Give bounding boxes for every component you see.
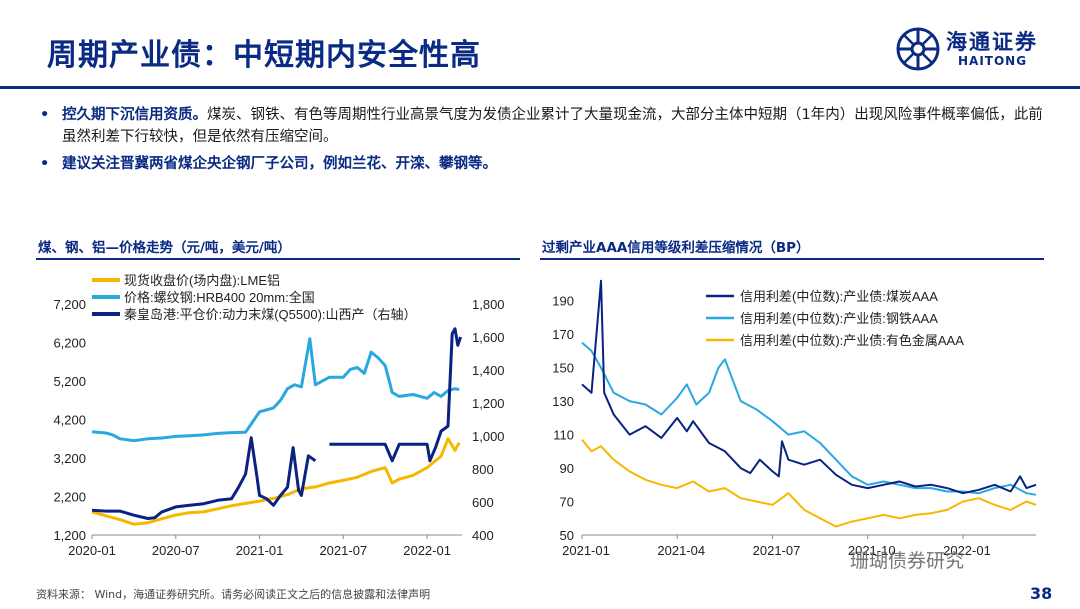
right-axis-tick-label: 1,600 bbox=[472, 330, 505, 345]
left-axis-tick-label: 6,200 bbox=[53, 336, 86, 351]
bullet-1-text: 煤炭、钢铁、有色等周期性行业高景气度为发债企业累计了大量现金流，大部分主体中短期… bbox=[62, 107, 1043, 145]
bullet-list: • 控久期下沉信用资质。煤炭、钢铁、有色等周期性行业高景气度为发债企业累计了大量… bbox=[38, 104, 1048, 180]
right-chart-rule bbox=[540, 258, 1044, 260]
y-axis-tick-label: 90 bbox=[560, 461, 574, 476]
bullet-item-2: • 建议关注晋冀两省煤企央企钢厂子公司，例如兰花、开滦、攀钢等。 bbox=[38, 153, 1048, 175]
y-axis-tick-label: 70 bbox=[560, 495, 574, 510]
right-axis-tick-label: 600 bbox=[472, 495, 494, 510]
y-axis-tick-label: 170 bbox=[552, 327, 574, 342]
bullet-dot-icon: • bbox=[40, 107, 50, 123]
logo-emblem-icon bbox=[896, 27, 940, 71]
logo-chinese-name: 海通证券 bbox=[946, 30, 1038, 54]
x-axis-tick-label: 2020-01 bbox=[68, 543, 116, 558]
series-line-3 bbox=[329, 327, 463, 463]
right-axis-tick-label: 1,000 bbox=[472, 429, 505, 444]
x-axis-tick-label: 2021-01 bbox=[562, 543, 610, 558]
y-axis-tick-label: 110 bbox=[553, 428, 574, 443]
right-chart-title: 过剩产业AAA信用等级利差压缩情况（BP） bbox=[542, 240, 810, 256]
series-line-1 bbox=[581, 279, 1037, 495]
right-axis-tick-label: 400 bbox=[472, 528, 494, 543]
watermark: 珊瑚债券研究 bbox=[850, 550, 965, 572]
legend-label-3: 秦皇岛港:平仓价:动力末煤(Q5500):山西产（右轴） bbox=[124, 307, 417, 322]
bullet-item-1: • 控久期下沉信用资质。煤炭、钢铁、有色等周期性行业高景气度为发债企业累计了大量… bbox=[38, 104, 1048, 148]
left-axis-tick-label: 3,200 bbox=[53, 451, 86, 466]
x-axis-tick-label: 2020-07 bbox=[152, 543, 200, 558]
legend-label-2: 信用利差(中位数):产业债:钢铁AAA bbox=[740, 311, 938, 326]
series-line-1 bbox=[91, 437, 461, 526]
legend-label-2: 价格:螺纹钢:HRB400 20mm:全国 bbox=[124, 290, 315, 305]
left-chart-title: 煤、钢、铝—价格走势（元/吨，美元/吨） bbox=[38, 240, 291, 256]
left-chart: 1,200 2,200 3,200 4,200 5,200 6,200 7,200 400 60… bbox=[53, 273, 505, 558]
bullet-1-bold: 控久期下沉信用资质。 bbox=[62, 107, 207, 123]
title-divider bbox=[0, 86, 1080, 89]
haitong-logo bbox=[896, 27, 940, 71]
x-axis-tick-label: 2021-07 bbox=[319, 543, 367, 558]
logo-english-name: HAITONG bbox=[958, 54, 1028, 68]
left-axis-tick-label: 7,200 bbox=[53, 297, 86, 312]
left-axis-tick-label: 1,200 bbox=[53, 528, 86, 543]
series-line-2 bbox=[91, 337, 460, 443]
left-chart-rule bbox=[36, 258, 520, 260]
right-axis-tick-label: 800 bbox=[472, 462, 494, 477]
x-axis-tick-label: 2022-01 bbox=[943, 543, 991, 558]
legend-label-1: 信用利差(中位数):产业债:煤炭AAA bbox=[740, 289, 938, 304]
y-axis-tick-label: 190 bbox=[552, 294, 574, 309]
y-axis-tick-label: 130 bbox=[552, 394, 574, 409]
legend-label-3: 信用利差(中位数):产业债:有色金属AAA bbox=[740, 333, 964, 348]
right-axis-tick-label: 1,200 bbox=[472, 396, 505, 411]
y-axis-tick-label: 50 bbox=[560, 528, 574, 543]
x-axis-tick-label: 2021-04 bbox=[657, 543, 705, 558]
series-line-3 bbox=[581, 438, 1037, 528]
legend-label-1: 现货收盘价(场内盘):LME铝 bbox=[124, 273, 280, 288]
series-line-3 bbox=[91, 436, 317, 520]
series-line-2 bbox=[581, 341, 1037, 496]
y-axis-tick-label: 150 bbox=[552, 361, 574, 376]
x-axis-tick-label: 2021-10 bbox=[848, 543, 896, 558]
bullet-dot-icon: • bbox=[40, 156, 50, 172]
page-title: 周期产业债：中短期内安全性高 bbox=[47, 38, 481, 73]
x-axis-tick-label: 2021-07 bbox=[753, 543, 801, 558]
right-axis-tick-label: 1,400 bbox=[472, 363, 505, 378]
right-chart: 50 70 90 110 130 150 170 190 2021-01 2021-04 2021-… bbox=[552, 279, 1037, 558]
right-axis-tick-label: 1,800 bbox=[472, 297, 505, 312]
source-note: 资料来源： Wind，海通证券研究所。请务必阅读正文之后的信息披露和法律声明 bbox=[36, 588, 431, 601]
left-axis-tick-label: 2,200 bbox=[53, 490, 86, 505]
x-axis-tick-label: 2021-01 bbox=[236, 543, 284, 558]
left-axis-tick-label: 5,200 bbox=[53, 374, 86, 389]
left-axis-tick-label: 4,200 bbox=[53, 413, 86, 428]
x-axis-tick-label: 2022-01 bbox=[403, 543, 451, 558]
bullet-2-bold: 建议关注晋冀两省煤企央企钢厂子公司，例如兰花、开滦、攀钢等。 bbox=[62, 156, 497, 172]
page-number: 38 bbox=[1030, 584, 1053, 603]
